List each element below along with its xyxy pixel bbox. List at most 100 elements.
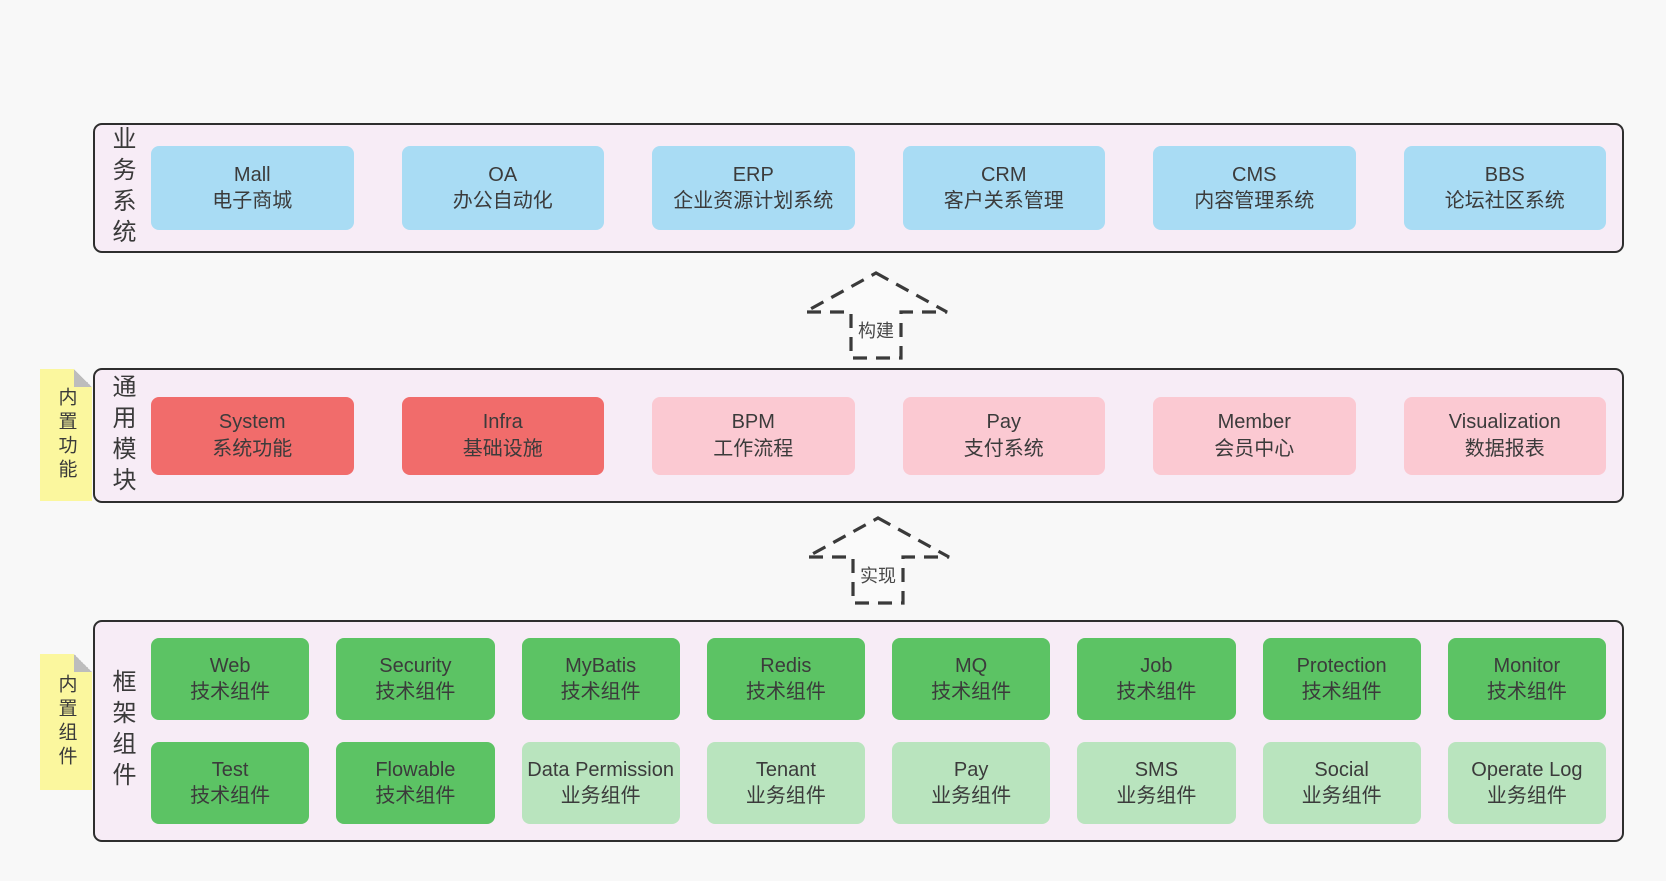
box-desc: 技术组件: [375, 681, 456, 703]
implement-arrow-icon: 实现: [803, 515, 953, 607]
box-name: Web: [209, 654, 251, 677]
box-name: Flowable: [375, 758, 456, 781]
layer-label-framework-components: 框架组件: [108, 669, 135, 793]
box-sms: SMS 业务组件: [1077, 742, 1236, 824]
box-security: Security 技术组件: [336, 638, 495, 720]
box-name: Social: [1314, 758, 1369, 781]
box-name: Tenant: [755, 758, 816, 781]
module-row: System 系统功能 Infra 基础设施 BPM 工作流程 Pay 支付系统 Member 会…: [151, 396, 1606, 475]
box-infra: Infra 基础设施: [401, 396, 604, 475]
box-name: CRM: [980, 163, 1027, 186]
box-name: Data Permission: [527, 758, 674, 781]
box-desc: 技术组件: [745, 681, 826, 703]
box-desc: 技术组件: [375, 785, 456, 807]
box-desc: 技术组件: [1486, 681, 1567, 703]
layer-label-common-modules: 通用模块: [108, 373, 135, 498]
box-name: BBS: [1484, 163, 1525, 186]
box-mall: Mall 电子商城: [151, 146, 354, 230]
box-desc: 业务组件: [1301, 785, 1382, 807]
box-tenant: Tenant 业务组件: [706, 742, 865, 824]
box-desc: 企业资源计划系统: [673, 190, 834, 212]
box-mq: MQ 技术组件: [892, 638, 1051, 720]
box-desc: 业务组件: [1486, 785, 1567, 807]
framework-components-rows: Web 技术组件 Security 技术组件 MyBatis 技术组件 Redis 技术组件 M…: [151, 622, 1606, 840]
box-desc: 客户关系管理: [943, 190, 1064, 212]
box-name: MQ: [955, 654, 988, 677]
box-visualization: Visualization 数据报表: [1403, 396, 1606, 475]
business-systems-rows: Mall 电子商城 OA 办公自动化 ERP 企业资源计划系统 CRM 客户关系管理 CMS 内容…: [151, 125, 1606, 251]
box-pay: Pay 支付系统: [902, 396, 1105, 475]
box-desc: 内容管理系统: [1194, 190, 1315, 212]
box-name: ERP: [732, 163, 774, 186]
box-name: BPM: [731, 411, 775, 434]
box-desc: 系统功能: [212, 437, 293, 460]
box-desc: 业务组件: [931, 785, 1012, 807]
box-name: Test: [211, 758, 249, 781]
box-mybatis: MyBatis 技术组件: [521, 638, 680, 720]
box-desc: 技术组件: [190, 681, 271, 703]
box-desc: 电子商城: [212, 190, 293, 212]
box-pay: Pay 业务组件: [892, 742, 1051, 824]
implement-arrow-label: 实现: [860, 566, 896, 586]
layer-label-business-systems: 业务系统: [108, 126, 135, 250]
box-name: Mall: [233, 163, 271, 186]
box-desc: 支付系统: [963, 437, 1044, 460]
sticky-note-built-in-components: 内置组件: [40, 654, 92, 790]
box-operate-log: Operate Log 业务组件: [1447, 742, 1606, 824]
box-flowable: Flowable 技术组件: [336, 742, 495, 824]
box-desc: 数据报表: [1464, 437, 1545, 460]
box-name: Job: [1140, 654, 1173, 677]
folded-corner-icon: [74, 654, 92, 672]
box-desc: 业务组件: [745, 785, 826, 807]
box-name: System: [218, 411, 286, 434]
layer-common-modules: 通用模块 System 系统功能 Infra 基础设施 BPM 工作流程 Pay 支付系统 Me…: [93, 368, 1624, 503]
box-desc: 办公自动化: [452, 190, 553, 212]
sticky-note-label: 内置功能: [55, 387, 77, 483]
folded-corner-icon: [74, 369, 92, 387]
sticky-note-built-in-features: 内置功能: [40, 369, 92, 501]
common-modules-rows: System 系统功能 Infra 基础设施 BPM 工作流程 Pay 支付系统 Member 会…: [151, 370, 1606, 501]
box-erp: ERP 企业资源计划系统: [652, 146, 855, 230]
sticky-note-label: 内置组件: [55, 674, 77, 770]
box-name: Operate Log: [1471, 758, 1583, 781]
box-name: Security: [379, 654, 452, 677]
box-desc: 技术组件: [1116, 681, 1197, 703]
box-desc: 业务组件: [560, 785, 641, 807]
layer-business-systems: 业务系统 Mall 电子商城 OA 办公自动化 ERP 企业资源计划系统 CRM 客户关系管理…: [93, 123, 1624, 253]
box-redis: Redis 技术组件: [706, 638, 865, 720]
box-name: Protection: [1296, 654, 1387, 677]
box-name: Pay: [953, 758, 989, 781]
box-oa: OA 办公自动化: [401, 146, 604, 230]
box-data-permission: Data Permission 业务组件: [521, 742, 680, 824]
box-desc: 技术组件: [931, 681, 1012, 703]
box-name: Member: [1217, 411, 1291, 434]
box-desc: 技术组件: [560, 681, 641, 703]
box-name: Pay: [986, 411, 1021, 434]
box-bbs: BBS 论坛社区系统: [1403, 146, 1606, 230]
box-name: Redis: [760, 654, 812, 677]
box-web: Web 技术组件: [151, 638, 310, 720]
box-desc: 论坛社区系统: [1444, 190, 1565, 212]
module-row: Web 技术组件 Security 技术组件 MyBatis 技术组件 Redis 技术组件 M…: [151, 638, 1606, 720]
box-system: System 系统功能: [151, 396, 354, 475]
box-monitor: Monitor 技术组件: [1447, 638, 1606, 720]
box-desc: 技术组件: [1301, 681, 1382, 703]
box-protection: Protection 技术组件: [1262, 638, 1421, 720]
box-desc: 业务组件: [1116, 785, 1197, 807]
box-cms: CMS 内容管理系统: [1153, 146, 1356, 230]
box-desc: 基础设施: [462, 437, 543, 460]
layer-framework-components: 框架组件 Web 技术组件 Security 技术组件 MyBatis 技术组件 Redis…: [93, 620, 1624, 842]
box-desc: 会员中心: [1214, 437, 1295, 460]
box-name: Infra: [482, 411, 523, 434]
build-arrow-label: 构建: [858, 321, 894, 341]
box-name: CMS: [1232, 163, 1277, 186]
box-social: Social 业务组件: [1262, 742, 1421, 824]
box-name: Visualization: [1448, 411, 1561, 434]
box-name: OA: [488, 163, 518, 186]
box-name: Monitor: [1493, 654, 1561, 677]
box-job: Job 技术组件: [1077, 638, 1236, 720]
box-member: Member 会员中心: [1153, 396, 1356, 475]
module-row: Mall 电子商城 OA 办公自动化 ERP 企业资源计划系统 CRM 客户关系管理 CMS 内容…: [151, 146, 1606, 230]
module-row: Test 技术组件 Flowable 技术组件 Data Permission 业务组件 T…: [151, 742, 1606, 824]
